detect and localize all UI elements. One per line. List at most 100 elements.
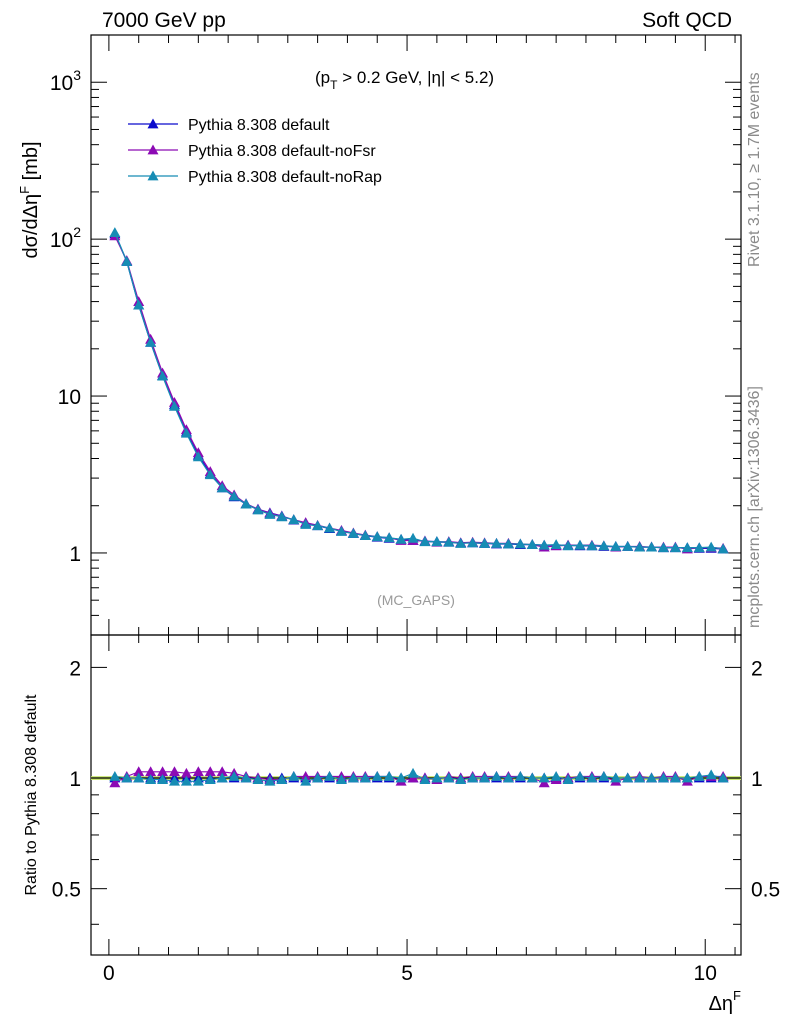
- y-tick-label-base: 10: [58, 386, 81, 409]
- data-point: [598, 540, 610, 551]
- data-point: [431, 536, 443, 547]
- ratio-point: [562, 774, 574, 785]
- data-point: [168, 400, 180, 411]
- y-tick-label-base: 1: [69, 543, 81, 566]
- data-point: [455, 537, 467, 548]
- ratio-point: [252, 774, 264, 785]
- ratio-point: [598, 770, 610, 781]
- ratio-point: [145, 766, 157, 777]
- ratio-tick-label-right: 1: [751, 768, 763, 791]
- cuts-text-1: (p: [315, 68, 330, 87]
- legend-label: Pythia 8.308 default: [188, 117, 330, 134]
- ratio-point: [407, 767, 419, 778]
- ratio-point: [622, 772, 634, 783]
- header-right: Soft QCD: [642, 9, 732, 32]
- ratio-point: [312, 772, 324, 783]
- ratio-tick-label-right: 0.5: [751, 879, 780, 902]
- data-point: [216, 482, 228, 493]
- cuts-text-sub: T: [330, 78, 338, 92]
- ratio-point: [168, 775, 180, 786]
- ratio-point: [192, 775, 204, 786]
- data-point: [657, 542, 669, 553]
- data-point: [109, 227, 121, 238]
- data-point: [717, 543, 729, 554]
- main-series: [109, 227, 729, 554]
- y-tick-label: 102: [50, 224, 81, 252]
- ratio-tick-label-left: 0.5: [52, 879, 81, 902]
- data-point: [157, 370, 169, 381]
- ratio-point: [646, 772, 658, 783]
- data-point: [371, 531, 383, 542]
- ratio-point: [192, 766, 204, 777]
- y-tick-label-exp: 2: [73, 224, 81, 240]
- x-tick-label: 5: [401, 962, 413, 985]
- ratio-point: [109, 777, 121, 788]
- ratio-point: [431, 772, 443, 783]
- ratio-y-axis-label: Ratio to Pythia 8.308 default: [23, 694, 40, 896]
- ratio-tick-label-right: 2: [751, 657, 763, 680]
- ratio-point: [264, 775, 276, 786]
- ratio-point: [491, 770, 503, 781]
- ratio-tick-label-left: 2: [69, 657, 81, 680]
- ratio-point: [634, 772, 646, 783]
- ratio-point: [705, 769, 717, 780]
- y-tick-label-base: 10: [50, 72, 73, 95]
- data-point: [252, 504, 264, 515]
- ratio-point: [335, 774, 347, 785]
- main-y-axis-label: dσ/dΔηF [mb]: [17, 141, 42, 258]
- main-y-axis-label-sup: F: [17, 186, 32, 194]
- data-point: [669, 542, 681, 553]
- ratio-point: [586, 772, 598, 783]
- legend-marker: [147, 144, 159, 155]
- ratio-point: [657, 772, 669, 783]
- data-point: [502, 538, 514, 549]
- data-point: [192, 451, 204, 462]
- data-point: [479, 537, 491, 548]
- analysis-watermark: (MC_GAPS): [377, 592, 455, 608]
- series-line-0: [114, 233, 724, 550]
- series-line-1: [114, 235, 724, 550]
- ratio-line-2: [114, 772, 724, 782]
- ratio-point: [324, 770, 336, 781]
- y-tick-label-base: 10: [50, 229, 73, 252]
- data-point: [562, 540, 574, 551]
- ratio-point: [610, 772, 622, 783]
- ratio-point: [204, 766, 216, 777]
- ratio-point: [419, 774, 431, 785]
- legend-label: Pythia 8.308 default-noRap: [188, 169, 382, 186]
- ratio-point: [717, 772, 729, 783]
- ratio-point: [121, 772, 133, 783]
- data-point: [335, 526, 347, 536]
- ratio-point: [157, 766, 169, 777]
- data-point: [574, 539, 586, 550]
- main-y-axis-label-text: dσ/dΔη: [20, 194, 42, 259]
- ratio-tick-label-left: 1: [69, 768, 81, 791]
- ratio-point: [669, 772, 681, 783]
- data-point: [634, 541, 646, 552]
- ratio-point: [574, 770, 586, 781]
- legend: Pythia 8.308 default Pythia 8.308 default…: [128, 117, 382, 186]
- data-point: [383, 532, 395, 543]
- data-point: [180, 427, 192, 438]
- data-point: [395, 533, 407, 544]
- ratio-line-1: [114, 771, 724, 784]
- ratio-point: [550, 770, 562, 781]
- x-axis-label-sup: F: [733, 988, 741, 1003]
- ratio-point: [395, 772, 407, 783]
- ratio-point: [443, 772, 455, 783]
- header-left: 7000 GeV pp: [102, 9, 226, 32]
- data-point: [693, 542, 705, 553]
- ratio-point: [204, 774, 216, 785]
- data-point: [419, 536, 431, 547]
- data-point: [121, 256, 133, 266]
- ratio-point: [514, 770, 526, 781]
- data-point: [204, 469, 216, 480]
- ratio-point: [133, 766, 145, 777]
- data-point: [526, 539, 538, 550]
- cuts-text-2: > 0.2 GeV, |η| < 5.2): [337, 68, 494, 87]
- data-point: [491, 537, 503, 548]
- x-axis-label: ΔηF: [709, 988, 741, 1015]
- data-point: [133, 299, 145, 310]
- data-point: [288, 514, 300, 525]
- ratio-point: [133, 772, 145, 783]
